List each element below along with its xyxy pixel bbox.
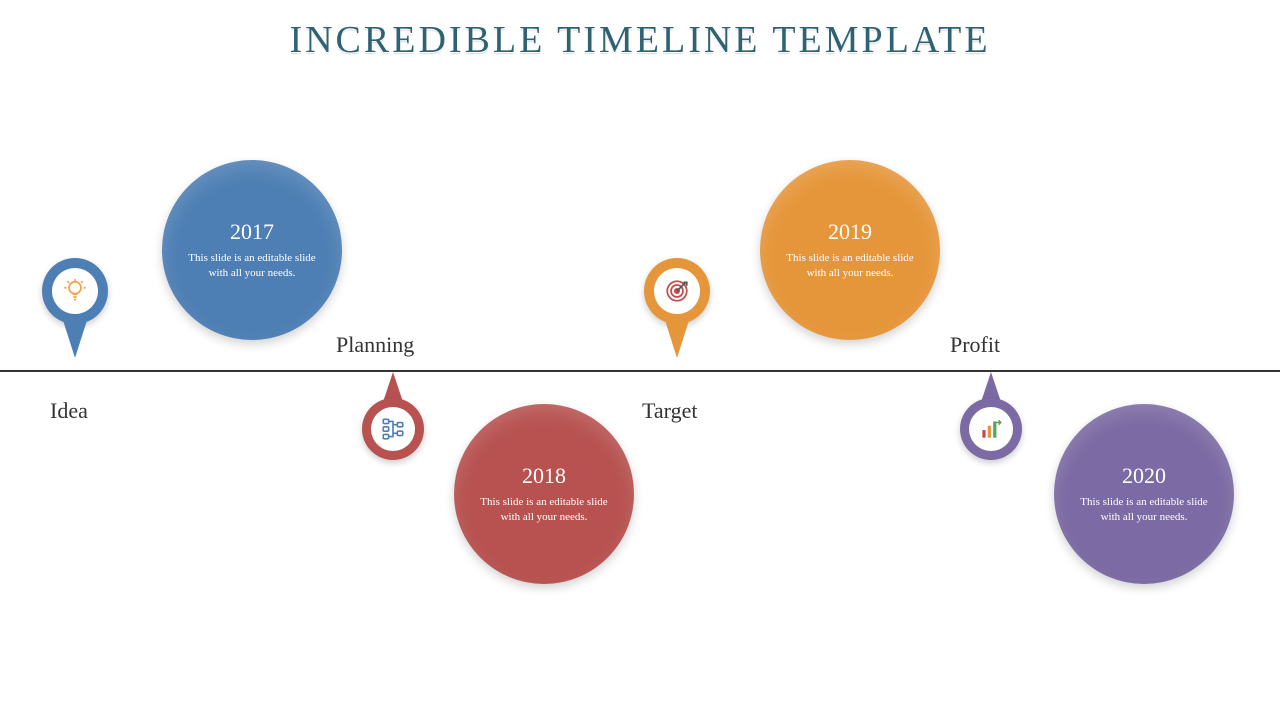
- circle-2018: 2018 This slide is an editable slide wit…: [454, 404, 634, 584]
- lightbulb-icon: [62, 278, 88, 304]
- year-2018: 2018: [522, 463, 566, 489]
- year-2020: 2020: [1122, 463, 1166, 489]
- circle-2019: 2019 This slide is an editable slide wit…: [760, 160, 940, 340]
- desc-2017: This slide is an editable slide with all…: [180, 251, 324, 281]
- label-profit: Profit: [950, 332, 1000, 358]
- slide-stage: INCREDIBLE TIMELINE TEMPLATE Idea 2017 T…: [0, 0, 1280, 720]
- barchart-icon: [978, 416, 1004, 442]
- label-idea: Idea: [50, 398, 88, 424]
- label-target: Target: [642, 398, 697, 424]
- timeline-axis: [0, 370, 1280, 372]
- circle-2017: 2017 This slide is an editable slide wit…: [162, 160, 342, 340]
- desc-2020: This slide is an editable slide with all…: [1072, 495, 1216, 525]
- desc-2019: This slide is an editable slide with all…: [778, 251, 922, 281]
- pin-idea: [40, 258, 110, 368]
- year-2019: 2019: [828, 219, 872, 245]
- drop-profit: [956, 372, 1026, 467]
- label-planning: Planning: [336, 332, 414, 358]
- flowchart-icon: [380, 416, 406, 442]
- drop-planning: [358, 372, 428, 467]
- circle-2020: 2020 This slide is an editable slide wit…: [1054, 404, 1234, 584]
- year-2017: 2017: [230, 219, 274, 245]
- desc-2018: This slide is an editable slide with all…: [472, 495, 616, 525]
- pin-target: [642, 258, 712, 368]
- target-icon: [664, 278, 690, 304]
- slide-title: INCREDIBLE TIMELINE TEMPLATE: [0, 18, 1280, 62]
